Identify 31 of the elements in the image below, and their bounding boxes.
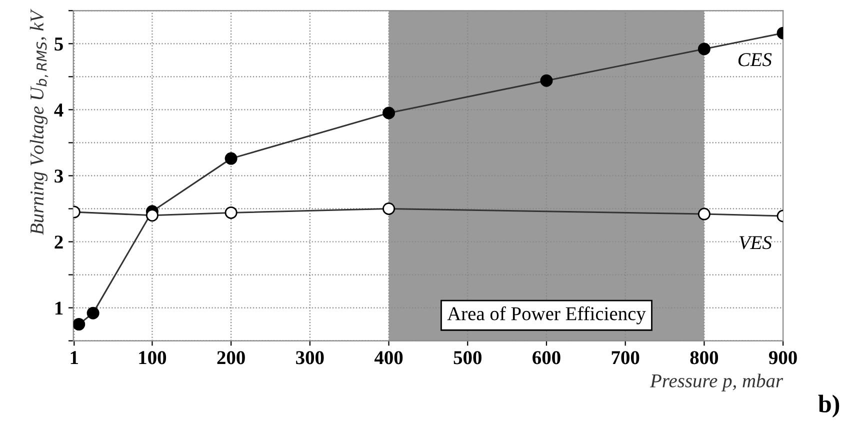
point <box>73 318 86 331</box>
point <box>698 42 710 56</box>
x-tick-label: 1 <box>70 351 78 364</box>
x-tick-label: 900 <box>769 351 797 364</box>
series-label: CES <box>738 53 772 66</box>
series-label: VES <box>739 236 772 250</box>
point <box>382 202 396 215</box>
x-tick-label: 700 <box>612 351 640 364</box>
x-tick-label: 300 <box>296 351 324 364</box>
x-axis-title: Pressure p, mbar <box>650 374 784 392</box>
y-axis-title: Burning Voltage U$_{b,RMS}$, kV <box>30 8 48 235</box>
y-tick-label: 2 <box>54 236 63 248</box>
y-tick-label: 1 <box>55 302 63 315</box>
x-tick-label: 800 <box>690 351 718 364</box>
point <box>146 209 158 222</box>
point <box>86 306 100 320</box>
y-tick-label: 3 <box>54 170 63 183</box>
text: b) <box>818 394 840 418</box>
x-tick-label: 400 <box>374 351 403 364</box>
x-tick-label: 600 <box>532 351 560 364</box>
x-tick-label: 200 <box>217 351 245 364</box>
band-label: Area of Power Efficiency <box>447 306 646 324</box>
y-tick-label: 5 <box>54 38 63 51</box>
y-tick-label: 4 <box>54 104 64 116</box>
point <box>540 74 553 87</box>
point <box>224 206 238 219</box>
x-tick-label: 100 <box>139 351 166 364</box>
x-tick-label: 500 <box>454 351 482 364</box>
point <box>698 208 710 220</box>
point <box>382 106 396 120</box>
point <box>224 152 238 165</box>
